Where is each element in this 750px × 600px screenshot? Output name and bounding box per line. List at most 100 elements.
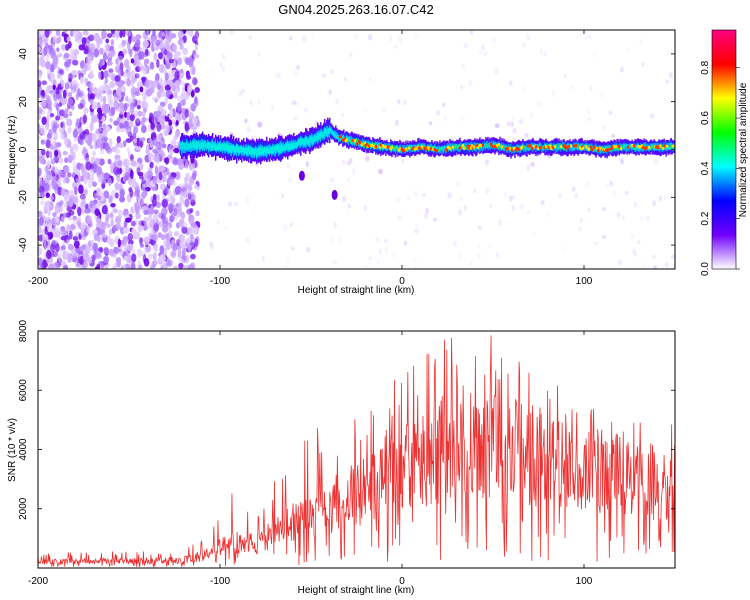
faint-blob xyxy=(394,119,399,127)
signal-band-cell xyxy=(498,145,500,150)
noise-blob xyxy=(101,128,108,138)
faint-blob xyxy=(658,195,663,202)
noise-blob xyxy=(153,80,159,87)
noise-blob xyxy=(106,33,113,38)
y-tick-label: 40 xyxy=(18,48,29,60)
signal-band-cell xyxy=(198,142,201,150)
noise-blob xyxy=(184,121,189,132)
noise-blob xyxy=(115,58,119,66)
noise-blob xyxy=(62,212,68,218)
noise-blob xyxy=(162,171,168,177)
noise-blob xyxy=(54,166,59,175)
signal-core-point xyxy=(458,146,462,150)
faint-blob xyxy=(468,80,473,87)
faint-blob xyxy=(338,237,343,244)
signal-band-cell xyxy=(621,145,623,150)
signal-core-point xyxy=(500,145,504,149)
faint-blob xyxy=(277,72,282,78)
signal-band-cell xyxy=(290,143,292,150)
noise-blob xyxy=(67,126,72,134)
noise-blob xyxy=(66,224,71,233)
noise-blob xyxy=(96,195,102,201)
signal-band-cell xyxy=(440,146,442,151)
signal-band-cell xyxy=(281,143,283,152)
signal-band-cell xyxy=(623,143,625,149)
signal-band-cell xyxy=(668,142,670,149)
noise-blob xyxy=(67,91,73,99)
noise-blob xyxy=(99,95,104,103)
noise-blob xyxy=(115,215,122,221)
signal-band-cell xyxy=(393,147,395,152)
noise-blob xyxy=(38,30,41,34)
noise-blob xyxy=(190,162,196,172)
y-tick-label: -40 xyxy=(18,237,29,252)
signal-band-cell xyxy=(282,145,284,152)
noise-blob xyxy=(144,248,148,255)
noise-blob xyxy=(131,37,138,43)
noise-blob xyxy=(127,97,133,104)
noise-blob xyxy=(126,40,131,51)
faint-blob xyxy=(587,117,592,122)
faint-blob xyxy=(488,244,492,249)
noise-blob xyxy=(159,166,166,172)
noise-blob xyxy=(57,169,63,176)
faint-blob xyxy=(256,98,261,105)
faint-blob xyxy=(378,248,382,254)
faint-blob xyxy=(397,214,402,220)
noise-blob xyxy=(67,243,74,251)
isolated-signal-blob xyxy=(331,189,338,200)
colorbar-ticks: 0.0 0.2 0.4 0.6 0.8 xyxy=(700,60,740,276)
snr-y-ticks: 2000 4000 6000 8000 xyxy=(18,319,675,520)
signal-band-cell xyxy=(624,144,626,150)
noise-blob xyxy=(148,214,153,222)
noise-blob xyxy=(168,222,173,229)
noise-blob xyxy=(178,258,185,264)
signal-band-cell xyxy=(455,144,457,149)
signal-band-cell xyxy=(389,146,391,150)
signal-band-cell xyxy=(325,128,327,135)
faint-blob xyxy=(472,188,477,194)
faint-blob xyxy=(618,157,624,162)
noise-blob xyxy=(123,175,129,181)
y-tick-label: 2000 xyxy=(18,497,29,520)
faint-blob xyxy=(587,207,591,213)
signal-band-cell xyxy=(248,146,250,154)
signal-band-cell xyxy=(258,148,260,156)
faint-blob xyxy=(463,42,468,49)
noise-blob xyxy=(150,122,155,130)
faint-blob xyxy=(413,229,419,234)
noise-blob xyxy=(181,90,187,98)
noise-blob xyxy=(49,71,55,80)
faint-blob xyxy=(210,160,215,165)
noise-blob xyxy=(92,150,96,157)
signal-band-cell xyxy=(606,146,608,151)
noise-blob xyxy=(160,183,166,191)
noise-blob xyxy=(119,30,123,38)
signal-band-cell xyxy=(320,132,322,140)
noise-blob xyxy=(54,227,60,234)
faint-blob xyxy=(469,260,473,267)
snr-panel: -200 -100 0 100 2000 4000 6000 8000 Height of … xyxy=(7,319,676,596)
noise-blob xyxy=(76,162,82,170)
faint-blob xyxy=(526,164,530,171)
faint-blob xyxy=(488,203,493,209)
signal-band-cell xyxy=(278,144,280,152)
noise-blob xyxy=(104,70,109,79)
faint-blob xyxy=(478,48,483,55)
noise-blob xyxy=(83,45,89,51)
spectrogram-y-label: Frequency (Hz) xyxy=(7,116,18,185)
noise-blob xyxy=(103,246,109,255)
signal-band-cell xyxy=(194,143,197,150)
signal-band-cell xyxy=(300,137,302,146)
faint-blob xyxy=(532,231,536,237)
noise-blob xyxy=(122,30,126,38)
noise-blob xyxy=(62,150,69,156)
noise-blob xyxy=(167,230,173,240)
signal-band-cell xyxy=(341,136,343,141)
signal-band-cell xyxy=(224,143,226,151)
noise-blob xyxy=(68,58,72,65)
signal-band-cell xyxy=(438,145,440,152)
faint-blob xyxy=(653,158,659,165)
noise-blob xyxy=(60,245,66,251)
noise-blob xyxy=(124,102,130,108)
